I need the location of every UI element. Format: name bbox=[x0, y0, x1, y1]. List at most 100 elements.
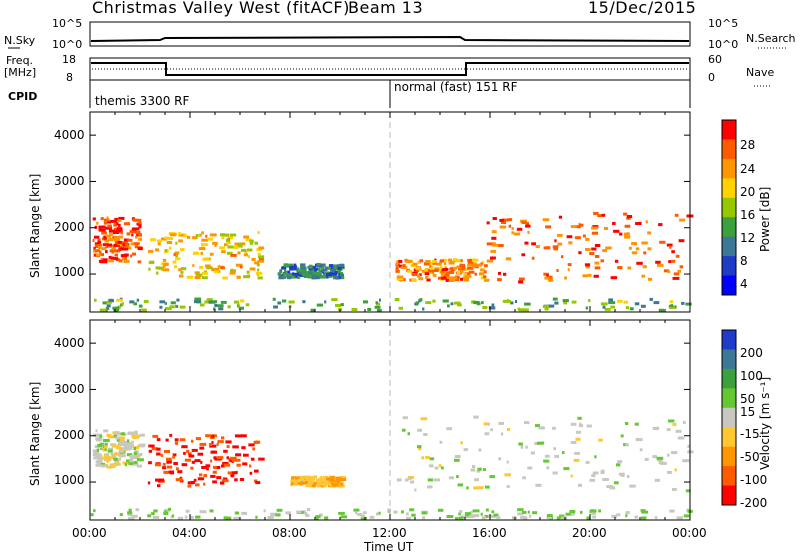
velocity-cell bbox=[592, 515, 596, 519]
power-cell bbox=[631, 242, 637, 245]
power-cell bbox=[118, 216, 125, 220]
power-cell bbox=[424, 262, 430, 266]
velocity-cell bbox=[199, 442, 207, 446]
power-cell bbox=[131, 233, 134, 237]
power-cell bbox=[96, 221, 99, 225]
velocity-cell bbox=[552, 471, 558, 475]
velocity-cell bbox=[220, 481, 225, 485]
power-cell bbox=[641, 241, 648, 245]
power-cell bbox=[419, 298, 423, 302]
velocity-cell bbox=[310, 481, 317, 485]
colorbar-segment bbox=[722, 256, 736, 277]
velocity-cell bbox=[221, 464, 225, 468]
velocity-cell bbox=[128, 516, 135, 520]
velocity-cell bbox=[406, 512, 409, 516]
velocity-cell bbox=[570, 474, 573, 478]
power-cell bbox=[302, 300, 306, 304]
velocity-cell bbox=[151, 512, 155, 516]
power-cell bbox=[156, 239, 163, 243]
velocity-cell bbox=[360, 514, 365, 518]
power-cell bbox=[148, 267, 151, 271]
power-cell bbox=[594, 261, 600, 265]
velocity-cell bbox=[328, 478, 334, 482]
velocity-cell bbox=[634, 422, 639, 426]
power-cell bbox=[457, 303, 462, 307]
power-cell bbox=[249, 241, 253, 245]
velocity-cell bbox=[301, 481, 306, 485]
velocity-cell bbox=[476, 469, 481, 473]
velocity-cell bbox=[522, 476, 526, 480]
velocity-cell bbox=[234, 434, 242, 438]
power-cell bbox=[442, 299, 449, 303]
power-cell bbox=[227, 245, 234, 249]
power-ytick-2000: 2000 bbox=[54, 220, 85, 234]
velocity-cell bbox=[410, 480, 415, 484]
velocity-cell bbox=[156, 452, 161, 456]
power-cell bbox=[614, 259, 619, 263]
velocity-cell bbox=[474, 478, 479, 482]
power-cell bbox=[287, 276, 292, 280]
power-cell bbox=[223, 233, 230, 237]
power-cell bbox=[570, 225, 577, 229]
power-cell bbox=[531, 242, 536, 246]
power-cell bbox=[591, 226, 598, 230]
velocity-cell bbox=[95, 463, 102, 467]
velocity-cell bbox=[338, 484, 345, 488]
velocity-cell bbox=[297, 479, 301, 483]
velocity-cell bbox=[489, 475, 496, 479]
date-label: 15/Dec/2015 bbox=[588, 0, 697, 17]
power-cell bbox=[553, 247, 558, 251]
velocity-cell bbox=[472, 465, 476, 469]
power-cell bbox=[425, 276, 429, 279]
power-cell bbox=[582, 234, 586, 238]
power-cell bbox=[567, 263, 572, 267]
velocity-cell bbox=[625, 443, 629, 447]
velocity-cell bbox=[104, 442, 108, 446]
power-cell bbox=[322, 270, 325, 274]
velocity-cell bbox=[578, 483, 583, 487]
power-cell bbox=[308, 271, 314, 275]
nsearch-tick-top: 10^5 bbox=[708, 17, 739, 30]
velocity-cell bbox=[263, 509, 266, 513]
power-cell bbox=[585, 306, 589, 310]
power-cell bbox=[524, 302, 531, 306]
power-cell bbox=[282, 272, 288, 276]
power-cell bbox=[160, 266, 164, 270]
power-cell bbox=[449, 279, 455, 282]
velocity-cell bbox=[553, 447, 556, 451]
power-cell bbox=[257, 268, 260, 272]
velocity-cell bbox=[164, 510, 168, 514]
velocity-cell bbox=[92, 433, 100, 437]
velocity-cell bbox=[590, 509, 597, 513]
power-cell bbox=[335, 304, 342, 307]
power-cell bbox=[628, 246, 632, 250]
velocity-cell bbox=[481, 516, 486, 520]
power-cell bbox=[328, 264, 334, 268]
velocity-cell bbox=[169, 433, 173, 437]
power-cell bbox=[132, 218, 137, 222]
power-cell bbox=[454, 301, 461, 305]
velocity-cell bbox=[175, 478, 183, 482]
velocity-cell bbox=[527, 466, 533, 470]
velocity-cell bbox=[223, 477, 228, 481]
velocity-cell bbox=[225, 516, 231, 520]
power-cell bbox=[640, 304, 646, 308]
velocity-cell bbox=[554, 454, 560, 458]
velocity-cell bbox=[335, 476, 342, 480]
velocity-cell bbox=[136, 449, 139, 453]
velocity-cell bbox=[683, 514, 690, 518]
power-cell bbox=[482, 306, 488, 309]
velocity-cell bbox=[240, 434, 247, 438]
power-cell bbox=[209, 233, 217, 237]
power-cell bbox=[206, 266, 213, 270]
velocity-cell bbox=[473, 486, 479, 490]
power-cell bbox=[513, 232, 521, 236]
power-cell bbox=[525, 221, 529, 225]
colorbar-segment bbox=[722, 158, 736, 179]
power-cell bbox=[105, 307, 110, 310]
power-cell bbox=[288, 300, 295, 304]
colorbar-segment bbox=[722, 178, 736, 199]
xtick-0000: 00:00 bbox=[72, 526, 107, 540]
velocity-cell bbox=[148, 449, 153, 453]
velocity-cell bbox=[625, 511, 630, 515]
